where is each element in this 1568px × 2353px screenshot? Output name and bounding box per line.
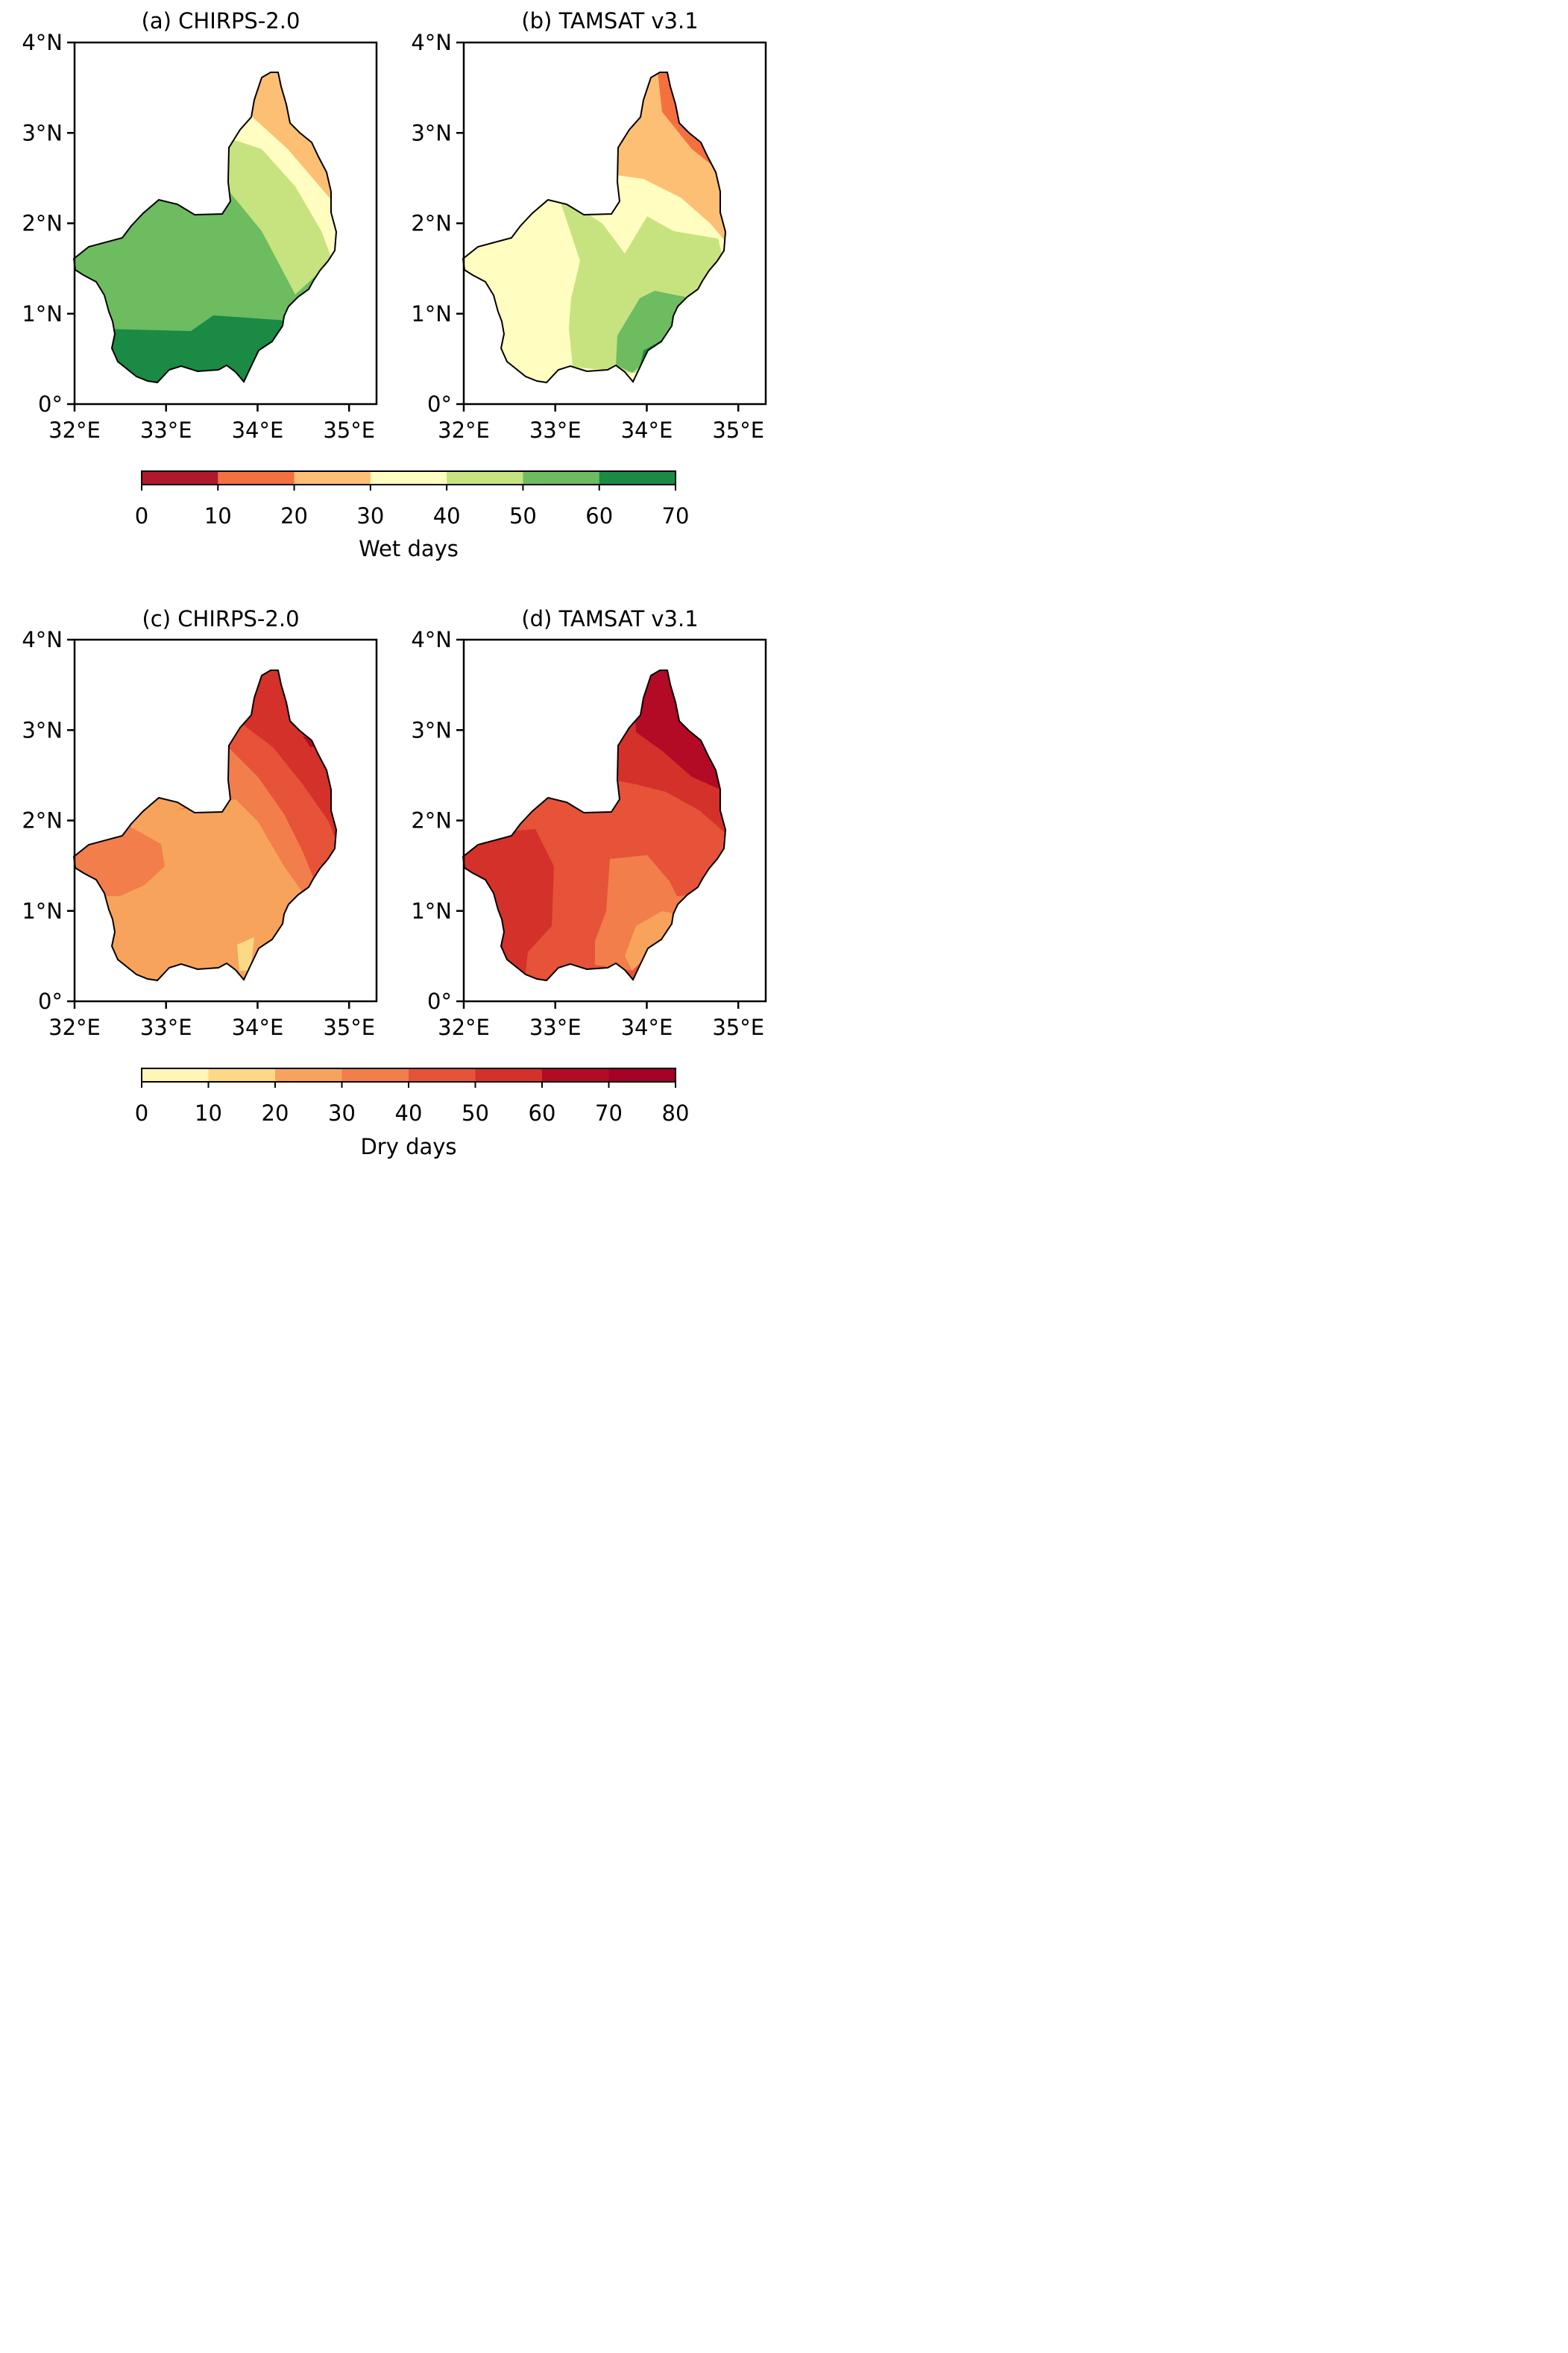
region-band xyxy=(595,855,699,971)
map-axes: 32°E 33°E 34°E 35°E 0° 1°N 2°N 3°N 4°N xyxy=(22,30,378,443)
colorbar-cell xyxy=(218,471,295,485)
colorbar-tick-label: 50 xyxy=(462,1100,489,1126)
colorbar-label: Wet days xyxy=(359,536,459,561)
y-tick-label: 2°N xyxy=(22,808,63,834)
colorbar-cell xyxy=(475,1068,543,1082)
colorbar-cell xyxy=(294,471,371,485)
x-tick-label: 32°E xyxy=(48,1015,101,1040)
colorbar-cell xyxy=(208,1068,276,1082)
colorbar-tick-label: 0 xyxy=(135,503,148,529)
y-tick-label: 3°N xyxy=(411,717,452,743)
y-tick-label: 4°N xyxy=(411,627,452,652)
colorbar-cell xyxy=(370,471,447,485)
map-axes: 32°E 33°E 34°E 35°E 0° 1°N 2°N 3°N 4°N xyxy=(22,627,378,1040)
colorbar-tick-label: 40 xyxy=(433,503,461,529)
basin-outline xyxy=(462,670,727,982)
y-tick-label: 4°N xyxy=(22,627,63,652)
y-tick-label: 0° xyxy=(427,989,452,1014)
colorbar-dry: 0 10 20 30 40 50 60 70 80 Dry days xyxy=(135,1068,690,1159)
colorbar-tick-label: 10 xyxy=(195,1100,222,1126)
x-tick-label: 33°E xyxy=(529,418,582,443)
y-tick-label: 1°N xyxy=(22,898,63,924)
y-tick-label: 2°N xyxy=(411,211,452,236)
colorbar-frame xyxy=(141,470,676,485)
colorbar-tick-label: 80 xyxy=(662,1100,690,1126)
colorbar-wet: 0 10 20 30 40 50 60 70 Wet days xyxy=(135,470,690,561)
map-axes: 32°E 33°E 34°E 35°E 0° 1°N 2°N 3°N 4°N xyxy=(411,30,767,443)
colorbar-cell xyxy=(447,471,524,485)
x-tick-label: 34°E xyxy=(232,418,284,443)
region-band xyxy=(236,670,336,866)
colorbar-tick-label: 20 xyxy=(262,1100,289,1126)
colorbar-tick-label: 70 xyxy=(595,1100,623,1126)
y-tick-label: 0° xyxy=(38,391,63,417)
colorbar-tick-label: 20 xyxy=(280,503,308,529)
basin-outline xyxy=(72,670,338,982)
x-tick-label: 35°E xyxy=(323,1015,375,1040)
x-tick-label: 32°E xyxy=(438,418,490,443)
y-tick-label: 4°N xyxy=(411,30,452,55)
colorbar-cell xyxy=(142,471,218,485)
panel-title: (b) TAMSAT v3.1 xyxy=(521,8,698,34)
colorbar-tick-label: 60 xyxy=(585,503,613,529)
y-tick-label: 1°N xyxy=(411,898,452,924)
y-tick-label: 3°N xyxy=(411,120,452,145)
basin-outline xyxy=(72,72,338,384)
colorbar-cell xyxy=(542,1068,610,1082)
panel-title: (a) CHIRPS-2.0 xyxy=(142,8,300,34)
axes-layer: 32°E 33°E 34°E 35°E 0° 1°N 2°N 3°N 4°N 32°E 33°E 34… xyxy=(22,30,767,1040)
y-tick-label: 4°N xyxy=(22,30,63,55)
colorbar-tick-label: 50 xyxy=(509,503,537,529)
x-tick-label: 34°E xyxy=(621,1015,673,1040)
region-band xyxy=(237,937,254,971)
y-tick-label: 0° xyxy=(38,989,63,1014)
colorbar-tick-label: 30 xyxy=(356,503,384,529)
region-band xyxy=(74,315,336,382)
colorbar-tick-label: 40 xyxy=(395,1100,423,1126)
colorbar-cell xyxy=(275,1068,343,1082)
y-tick-label: 3°N xyxy=(22,717,63,743)
panel-title: (d) TAMSAT v3.1 xyxy=(521,606,698,631)
x-tick-label: 35°E xyxy=(323,418,375,443)
colorbar-tick-label: 60 xyxy=(529,1100,556,1126)
x-tick-label: 33°E xyxy=(529,1015,582,1040)
x-tick-label: 33°E xyxy=(140,418,192,443)
panel-a: (a) CHIRPS-2.0 xyxy=(74,8,336,382)
x-tick-label: 35°E xyxy=(712,418,764,443)
colorbar-tick-label: 30 xyxy=(328,1100,356,1126)
colorbar-cell xyxy=(409,1068,476,1082)
y-tick-label: 3°N xyxy=(22,120,63,145)
y-tick-label: 2°N xyxy=(411,808,452,834)
colorbar-cell xyxy=(341,1068,409,1082)
colorbar-cell xyxy=(608,1068,676,1082)
colorbar-cell xyxy=(599,471,676,485)
map-axes: 32°E 33°E 34°E 35°E 0° 1°N 2°N 3°N 4°N xyxy=(411,627,767,1040)
panel-title: (c) CHIRPS-2.0 xyxy=(142,606,299,631)
x-tick-label: 33°E xyxy=(140,1015,192,1040)
region-band xyxy=(625,911,681,971)
y-tick-label: 1°N xyxy=(22,301,63,327)
x-tick-label: 34°E xyxy=(621,418,673,443)
y-tick-label: 2°N xyxy=(22,211,63,236)
basin-outline xyxy=(462,72,727,384)
colorbar-cell xyxy=(523,471,600,485)
colorbar-label: Dry days xyxy=(360,1134,456,1159)
x-tick-label: 34°E xyxy=(232,1015,284,1040)
y-tick-label: 1°N xyxy=(411,301,452,327)
x-tick-label: 32°E xyxy=(48,418,101,443)
colorbar-tick-label: 10 xyxy=(204,503,232,529)
y-tick-label: 0° xyxy=(427,391,452,417)
colorbar-cell xyxy=(142,1068,210,1082)
colorbar-tick-label: 0 xyxy=(135,1100,148,1126)
x-tick-label: 32°E xyxy=(438,1015,490,1040)
x-tick-label: 35°E xyxy=(712,1015,764,1040)
colorbar-tick-label: 70 xyxy=(662,503,690,529)
